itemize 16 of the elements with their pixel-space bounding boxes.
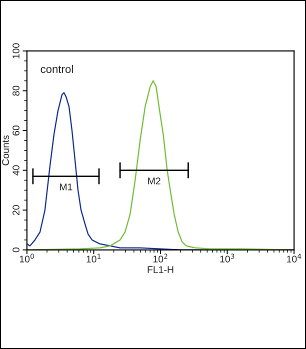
x-tick-label: 10$^{4}$ [287, 254, 302, 263]
y-tick-label: 100 [12, 43, 20, 58]
series-label: M1 [60, 184, 72, 190]
annotation: control [40, 64, 73, 74]
x-tick-label: 10$^{3}$ [220, 254, 234, 263]
x-axis-title: FL1-H [148, 266, 174, 273]
x-tick-label: 10$^{2}$ [153, 254, 168, 263]
y-tick-label: 40 [12, 165, 20, 176]
y-tick-label: 80 [12, 86, 20, 96]
y-axis-title: Counts [2, 135, 9, 166]
x-tick-label: 10$^{0}$ [20, 254, 34, 263]
series-label: M2 [148, 178, 160, 184]
y-tick-label: 0 [12, 248, 20, 252]
x-tick-label: 10$^{1}$ [86, 254, 101, 263]
y-tick-label: 20 [12, 205, 20, 216]
y-tick-label: 60 [12, 126, 20, 136]
